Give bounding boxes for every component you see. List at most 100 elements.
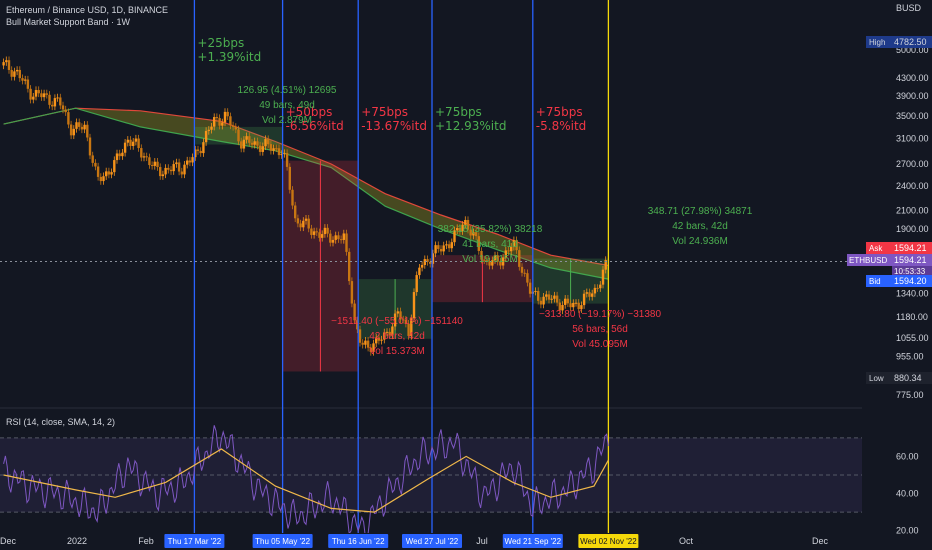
price-tick: 4300.00 xyxy=(896,73,929,83)
candle-body xyxy=(518,250,521,267)
fed-annotation-change: -6.56%itd xyxy=(286,119,344,133)
candle-body xyxy=(572,302,575,308)
candle-body xyxy=(253,141,256,145)
candle-body xyxy=(426,259,429,262)
candle-body xyxy=(566,298,570,304)
candle-body xyxy=(310,228,313,235)
candle-body xyxy=(172,164,175,172)
low-value-bg xyxy=(892,372,932,384)
candle-body xyxy=(137,138,140,149)
measure-label: 42 bars, 42d xyxy=(672,221,728,232)
candle-body xyxy=(24,79,27,81)
candle-body xyxy=(113,160,116,173)
candle-body xyxy=(275,148,278,150)
candle-body xyxy=(439,248,443,252)
candle-body xyxy=(250,142,254,145)
measure-label: −1511.40 (−55.01%) −151140 xyxy=(331,316,463,327)
candle-body xyxy=(391,326,394,336)
candle-body xyxy=(423,259,426,265)
price-tick: 1340.00 xyxy=(896,289,929,299)
fed-annotation-change: +12.93%itd xyxy=(435,119,506,133)
bid-value-bg xyxy=(892,275,932,287)
candle-body xyxy=(596,287,599,289)
candle-body xyxy=(504,250,507,258)
axis-currency: BUSD xyxy=(896,3,922,13)
candle-body xyxy=(129,139,132,146)
candle-body xyxy=(26,79,30,89)
candle-body xyxy=(21,78,24,81)
candle-body xyxy=(107,171,111,175)
candle-body xyxy=(126,139,129,143)
candle-body xyxy=(140,148,143,158)
candle-body xyxy=(215,117,219,119)
candle-body xyxy=(334,235,337,240)
candle-body xyxy=(258,145,262,152)
price-tick: 2400.00 xyxy=(896,181,929,191)
rsi-tick: 40.00 xyxy=(896,489,919,499)
bid-tag-label: Bid xyxy=(869,277,881,286)
candle-body xyxy=(164,167,167,175)
candle-body xyxy=(329,233,332,243)
candle-body xyxy=(177,162,181,172)
candle-body xyxy=(280,153,283,156)
candle-body xyxy=(188,160,192,163)
candle-body xyxy=(418,267,421,276)
candle-body xyxy=(94,162,97,167)
candle-body xyxy=(431,253,435,264)
date-marker-label: Wed 27 Jul '22 xyxy=(406,537,459,546)
candle-body xyxy=(88,137,92,156)
candle-body xyxy=(231,125,235,127)
candle-body xyxy=(380,339,383,341)
candle-body xyxy=(461,224,464,232)
candle-body xyxy=(32,96,35,100)
candle-body xyxy=(510,246,513,252)
candle-body xyxy=(415,275,418,293)
candle-body xyxy=(156,161,159,168)
candle-body xyxy=(345,233,348,252)
candle-body xyxy=(10,69,13,77)
candle-body xyxy=(326,227,329,234)
candle-body xyxy=(561,304,564,311)
candle-body xyxy=(464,219,467,225)
last-price-symbol: ETHBUSD xyxy=(849,256,887,265)
time-tick: Jul xyxy=(476,536,488,546)
candle-body xyxy=(34,90,38,97)
candle-body xyxy=(56,97,59,99)
candle-body xyxy=(369,347,372,352)
candle-body xyxy=(302,220,305,228)
candle-body xyxy=(574,302,578,304)
candle-body xyxy=(399,311,402,320)
candle-body xyxy=(599,284,602,289)
candle-body xyxy=(499,261,502,266)
candle-body xyxy=(196,149,200,151)
candle-body xyxy=(204,130,208,143)
candle-body xyxy=(375,337,378,344)
candle-body xyxy=(213,117,216,127)
price-tick: 1900.00 xyxy=(896,224,929,234)
high-value: 4782.50 xyxy=(894,37,927,47)
price-tick: 1055.00 xyxy=(896,333,929,343)
candle-body xyxy=(588,292,591,297)
candle-body xyxy=(175,162,178,165)
measure-label: Vol 24.936M xyxy=(672,236,728,247)
candle-body xyxy=(248,136,251,143)
candle-body xyxy=(477,236,480,251)
candle-body xyxy=(148,157,151,166)
candle-body xyxy=(118,153,121,157)
measure-label: 348.71 (27.98%) 34871 xyxy=(648,206,753,217)
ask-tag-bg xyxy=(866,242,892,254)
candle-body xyxy=(67,112,70,125)
date-marker-bg xyxy=(502,534,563,548)
ask-tag-label: Ask xyxy=(869,244,883,253)
fed-annotation-rate: +75bps xyxy=(361,105,408,119)
candle-body xyxy=(348,251,351,282)
candle-body xyxy=(183,164,186,175)
candle-body xyxy=(507,250,510,252)
candle-body xyxy=(469,229,472,236)
candle-body xyxy=(555,295,559,303)
candle-body xyxy=(291,189,294,206)
candle-body xyxy=(37,90,40,94)
candle-body xyxy=(191,157,194,163)
candle-body xyxy=(288,166,291,190)
